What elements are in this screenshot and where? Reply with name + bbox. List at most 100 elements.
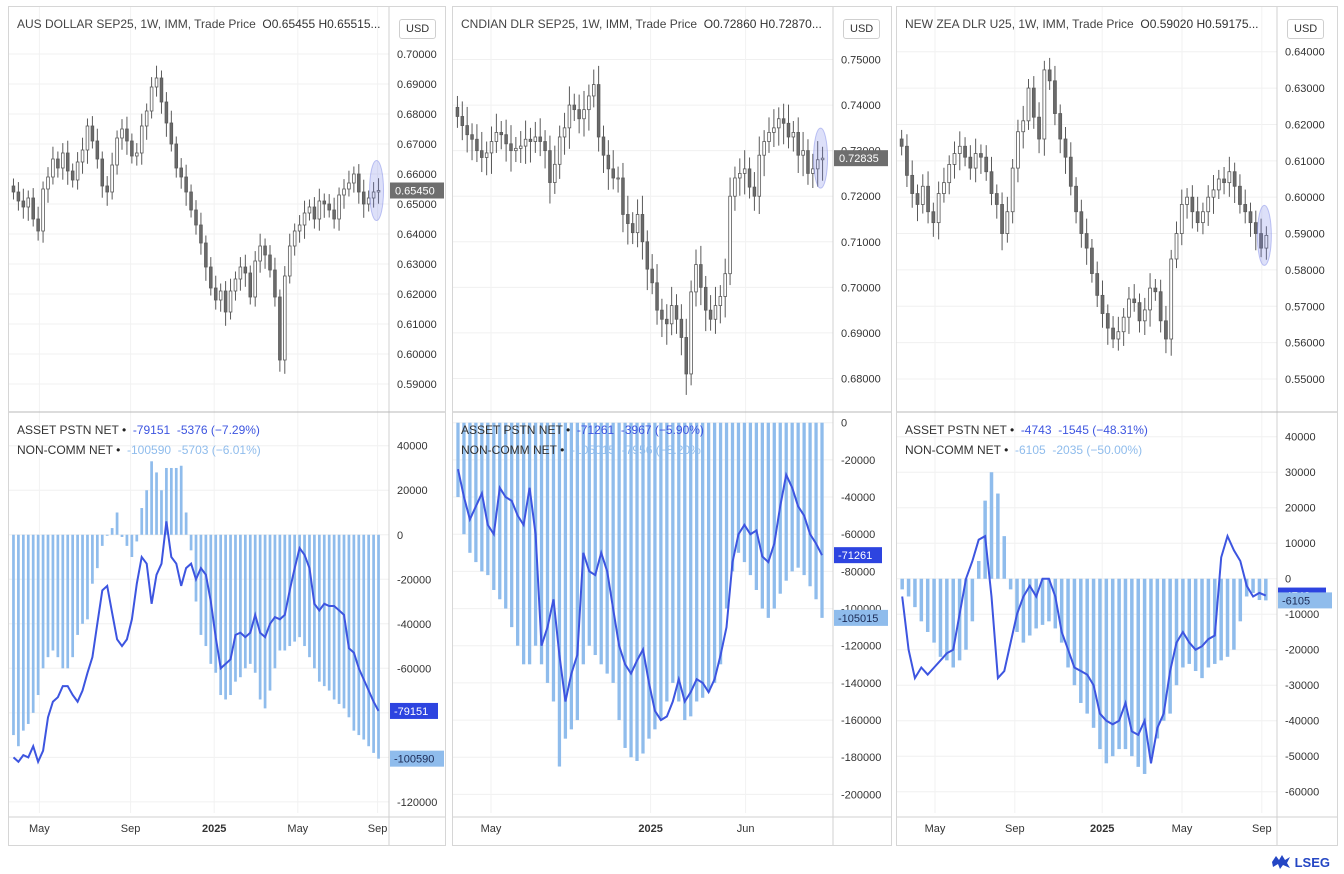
candle (1174, 221, 1179, 269)
candle (1206, 185, 1211, 226)
noncomm-bar (1136, 578, 1140, 767)
candle-body (238, 266, 243, 280)
candle-body (455, 106, 460, 117)
chart-svg[interactable]: 0.70000 0.69000 0.68000 0.67000 0.66000 0.650… (9, 7, 445, 845)
legend-name: ASSET PSTN NET (17, 423, 119, 437)
candle-body (1158, 291, 1163, 322)
candle (596, 65, 601, 152)
indicator-legend-asset[interactable]: ASSET PSTN NET • -79151 -5376 (−7.29%) (17, 423, 260, 437)
noncomm-bar (1149, 578, 1153, 757)
noncomm-bar (283, 534, 287, 651)
currency-button[interactable]: USD (1287, 19, 1325, 39)
price-tick-label: 0.70000 (841, 282, 881, 294)
candle-body (1068, 156, 1073, 187)
candle (645, 230, 650, 291)
candle-body (51, 158, 55, 178)
candle (718, 285, 723, 324)
candle (470, 123, 474, 161)
candle (1005, 196, 1010, 243)
indicator-tick-label: -40000 (841, 492, 875, 504)
candle-body (56, 158, 60, 169)
currency-button[interactable]: USD (399, 19, 437, 39)
legend-dot: • (1004, 443, 1009, 457)
candle-body (199, 224, 203, 244)
candle (796, 117, 800, 173)
bar-last-label: -105015 (838, 613, 878, 625)
chart-svg[interactable]: 0.750000.740000.730000.720000.710000.700… (453, 7, 891, 845)
price-tick-label: 0.71000 (841, 237, 881, 249)
currency-button[interactable]: USD (843, 19, 881, 39)
price-tick-label: 0.56000 (1285, 338, 1325, 350)
candle-body (105, 185, 109, 193)
candle (1264, 226, 1269, 260)
candle (567, 86, 572, 149)
indicator-legend-noncomm[interactable]: NON-COMM NET • -100590 -5703 (−6.01%) (17, 443, 261, 457)
noncomm-bar (1021, 578, 1026, 643)
candle-body (347, 182, 351, 190)
candle (1201, 202, 1205, 235)
symbol-title[interactable]: AUS DOLLAR SEP25, 1W, IMM, Trade Price (17, 17, 256, 31)
noncomm-bar (352, 534, 356, 731)
candle-body (752, 186, 757, 197)
price-tick-label: 0.65000 (397, 199, 437, 211)
candle-body (1253, 222, 1258, 234)
noncomm-bar (1193, 578, 1198, 672)
candle-body (742, 168, 747, 174)
candle (322, 193, 327, 218)
noncomm-bar (357, 534, 361, 736)
candle-body (1010, 167, 1015, 213)
indicator-legend-asset[interactable]: ASSET PSTN NET • -4743 -1545 (−48.31%) (905, 423, 1148, 437)
chart-panel-cad[interactable]: 0.750000.740000.730000.720000.710000.700… (452, 6, 892, 846)
candle (669, 286, 674, 336)
candle-body (1185, 196, 1189, 205)
candle-body (327, 203, 331, 211)
candle-body (781, 118, 786, 124)
candle (723, 258, 727, 318)
noncomm-bar (1059, 578, 1064, 643)
price-tick-label: 0.60000 (1285, 192, 1325, 204)
candle (713, 286, 718, 334)
candle (708, 295, 713, 331)
price-tick-label: 0.59000 (1285, 229, 1325, 241)
noncomm-bar (730, 422, 735, 572)
candle (312, 197, 317, 229)
noncomm-bar (1225, 578, 1230, 657)
candle-body (518, 145, 523, 149)
candle (601, 125, 606, 173)
chart-panel-nzd[interactable]: 0.64000 0.63000 0.62000 0.61000 0.60000 0.590… (896, 6, 1338, 846)
candle (204, 235, 208, 281)
noncomm-bar (1034, 578, 1038, 629)
candle-body (322, 200, 327, 205)
indicator-legend-noncomm[interactable]: NON-COMM NET • -105015 -7956 (−8.20%) (461, 443, 705, 457)
symbol-header[interactable]: AUS DOLLAR SEP25, 1W, IMM, Trade Price O… (17, 17, 389, 31)
noncomm-bar (303, 534, 306, 647)
noncomm-bar (21, 534, 25, 731)
candle (577, 94, 581, 134)
noncomm-bar (653, 422, 657, 730)
noncomm-bar (51, 534, 55, 651)
symbol-header[interactable]: CNDIAN DLR SEP25, 1W, IMM, Trade Price O… (461, 17, 833, 31)
candle-body (1206, 196, 1211, 213)
candle (777, 107, 781, 146)
chart-panel-aud[interactable]: 0.70000 0.69000 0.68000 0.67000 0.66000 0.650… (8, 6, 446, 846)
candle (184, 164, 188, 206)
symbol-title[interactable]: CNDIAN DLR SEP25, 1W, IMM, Trade Price (461, 17, 698, 31)
candle (1095, 261, 1100, 307)
candle-body (31, 197, 35, 220)
candle-body (243, 266, 248, 274)
candle-body (61, 152, 65, 169)
candle (606, 140, 611, 190)
indicator-legend-asset[interactable]: ASSET PSTN NET • -71261 -3967 (−5.90%) (461, 423, 704, 437)
symbol-title[interactable]: NEW ZEA DLR U25, 1W, IMM, Trade Price (905, 17, 1134, 31)
indicator-tick-label: -60000 (397, 663, 431, 675)
candle (1227, 156, 1232, 197)
noncomm-bar (1123, 578, 1128, 750)
candle (931, 202, 936, 237)
candle-body (332, 209, 336, 220)
noncomm-bar (748, 422, 753, 576)
candle (1037, 102, 1041, 154)
candle (994, 184, 999, 219)
indicator-legend-noncomm[interactable]: NON-COMM NET • -6105 -2035 (−50.00%) (905, 443, 1142, 457)
symbol-header[interactable]: NEW ZEA DLR U25, 1W, IMM, Trade Price O0… (905, 17, 1277, 31)
chart-svg[interactable]: 0.64000 0.63000 0.62000 0.61000 0.60000 0.590… (897, 7, 1337, 845)
